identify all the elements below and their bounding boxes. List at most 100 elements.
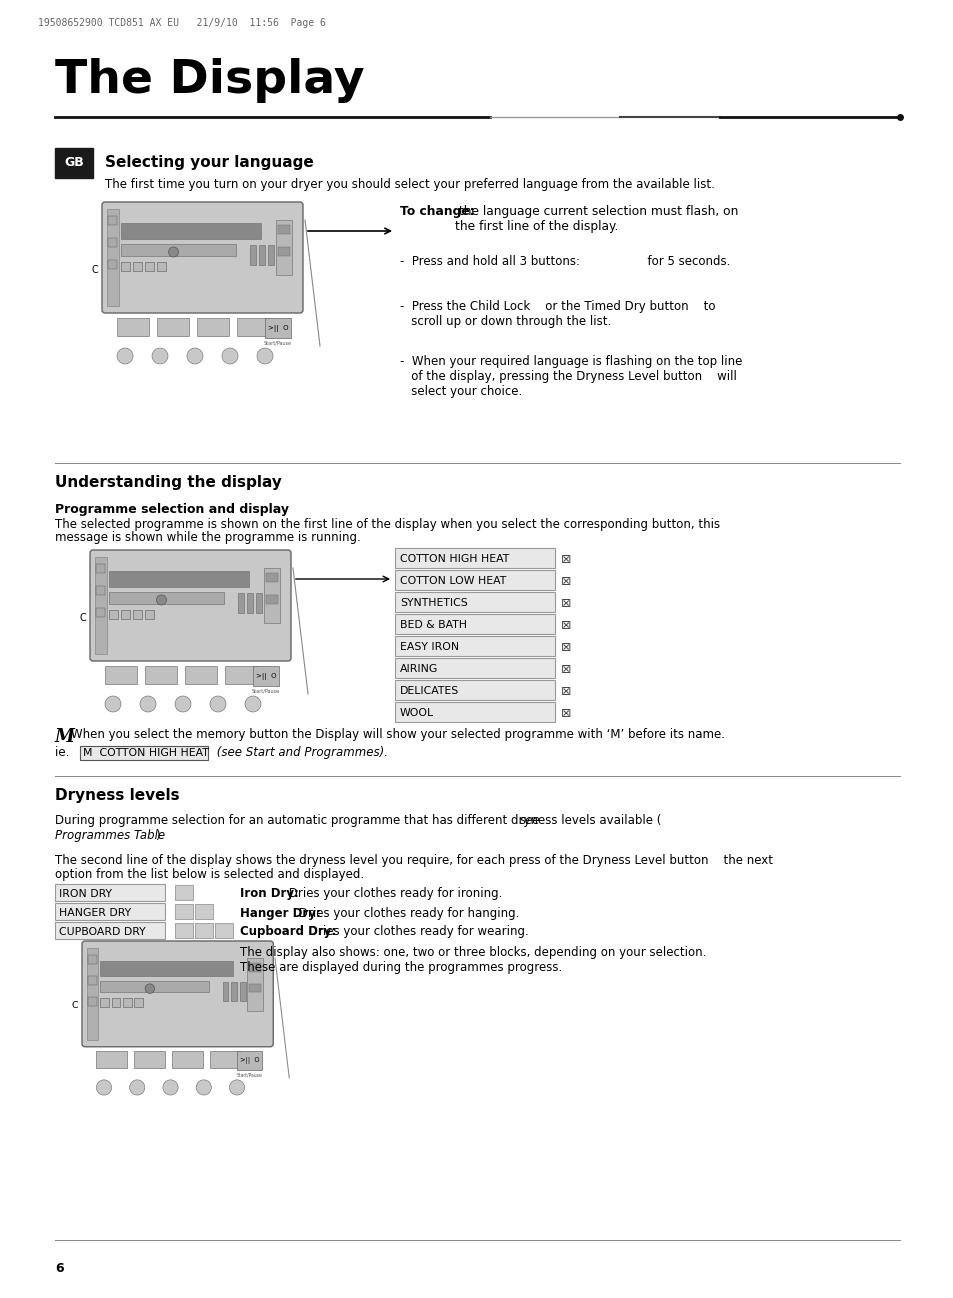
Text: ⊠: ⊠ [560, 685, 571, 698]
Bar [255, 593, 262, 613]
Bar [395, 680, 555, 700]
Bar [109, 610, 118, 619]
Bar [249, 963, 260, 971]
Bar [174, 923, 193, 938]
Text: Start/Pause: Start/Pause [236, 1072, 262, 1077]
Bar [117, 318, 149, 336]
Text: Understanding the display: Understanding the display [55, 475, 281, 491]
Bar [247, 958, 262, 1011]
Bar [395, 614, 555, 633]
Bar [395, 592, 555, 611]
Bar [247, 593, 253, 613]
Bar [121, 262, 130, 271]
Text: ⊠: ⊠ [560, 663, 571, 676]
Bar [172, 1051, 203, 1068]
FancyBboxPatch shape [102, 202, 303, 313]
Bar [239, 983, 245, 1001]
Bar [108, 260, 117, 269]
Text: ⊠: ⊠ [560, 619, 571, 632]
Text: C: C [79, 613, 87, 623]
Circle shape [222, 348, 237, 363]
Bar [249, 984, 260, 993]
Bar [96, 607, 105, 617]
Bar [112, 998, 120, 1007]
Bar [145, 666, 177, 684]
Text: WOOL: WOOL [399, 709, 434, 719]
Text: COTTON LOW HEAT: COTTON LOW HEAT [399, 576, 506, 587]
Circle shape [196, 1080, 212, 1096]
Text: Dries your clothes ready for ironing.: Dries your clothes ready for ironing. [285, 888, 502, 901]
Text: Dryness levels: Dryness levels [55, 788, 179, 803]
Circle shape [156, 594, 167, 605]
FancyBboxPatch shape [90, 550, 291, 661]
Bar [95, 557, 107, 654]
Bar [55, 922, 165, 938]
Bar [174, 903, 193, 919]
Bar [277, 225, 290, 234]
Text: Dries your clothes ready for hanging.: Dries your clothes ready for hanging. [294, 906, 518, 919]
Text: HANGER DRY: HANGER DRY [59, 909, 131, 918]
Bar [253, 666, 278, 687]
Text: Programme selection and display: Programme selection and display [55, 504, 289, 517]
Bar [214, 923, 233, 938]
Circle shape [105, 696, 121, 713]
Text: Start/Pause: Start/Pause [252, 688, 280, 693]
Bar [132, 610, 142, 619]
Text: The first time you turn on your dryer you should select your preferred language : The first time you turn on your dryer yo… [105, 178, 714, 191]
Bar [105, 666, 137, 684]
Bar [96, 585, 105, 594]
Text: IRON DRY: IRON DRY [59, 889, 112, 900]
Bar [194, 923, 213, 938]
Bar [185, 666, 216, 684]
Bar [134, 998, 143, 1007]
Bar [277, 247, 290, 256]
Bar [266, 594, 277, 604]
Text: >||  O: >|| O [268, 324, 288, 331]
Text: ⊠: ⊠ [560, 575, 571, 588]
Bar [395, 548, 555, 569]
Text: 6: 6 [55, 1262, 64, 1275]
Bar [121, 223, 261, 239]
Text: AIRING: AIRING [399, 665, 437, 675]
Text: The selected programme is shown on the first line of the display when you select: The selected programme is shown on the f… [55, 518, 720, 531]
Circle shape [229, 1080, 244, 1096]
Circle shape [140, 696, 156, 713]
Bar [100, 981, 210, 993]
Bar [55, 884, 165, 901]
Bar [237, 593, 244, 613]
Text: GB: GB [64, 157, 84, 170]
Text: option from the list below is selected and displayed.: option from the list below is selected a… [55, 868, 364, 881]
Text: The Display: The Display [55, 58, 364, 103]
Bar [107, 209, 119, 306]
Bar [96, 1051, 127, 1068]
FancyBboxPatch shape [82, 941, 273, 1046]
Text: CUPBOARD DRY: CUPBOARD DRY [59, 927, 146, 937]
Circle shape [210, 696, 226, 713]
Bar [395, 570, 555, 591]
Bar [109, 592, 224, 604]
Bar [96, 565, 105, 572]
Text: During programme selection for an automatic programme that has different dryness: During programme selection for an automa… [55, 814, 660, 827]
Bar [236, 318, 269, 336]
Text: SYNTHETICS: SYNTHETICS [399, 598, 467, 609]
Bar [174, 885, 193, 900]
Text: ⊠: ⊠ [560, 553, 571, 566]
Bar [157, 318, 189, 336]
Bar [88, 997, 96, 1006]
Text: -  Press the Child Lock    or the Timed Dry button    to
   scroll up or down th: - Press the Child Lock or the Timed Dry … [399, 300, 715, 328]
Bar [395, 658, 555, 678]
Text: Iron Dry:: Iron Dry: [240, 888, 298, 901]
Bar [275, 219, 292, 275]
Bar [121, 610, 130, 619]
Bar [87, 948, 98, 1040]
Text: BED & BATH: BED & BATH [399, 620, 467, 631]
Bar [266, 572, 277, 582]
Text: M: M [55, 728, 74, 746]
Bar [236, 1051, 261, 1071]
Text: Hanger Dry:: Hanger Dry: [240, 906, 320, 919]
Circle shape [245, 696, 261, 713]
Bar [264, 569, 280, 623]
Circle shape [152, 348, 168, 363]
Bar [268, 245, 274, 265]
Bar [145, 610, 153, 619]
